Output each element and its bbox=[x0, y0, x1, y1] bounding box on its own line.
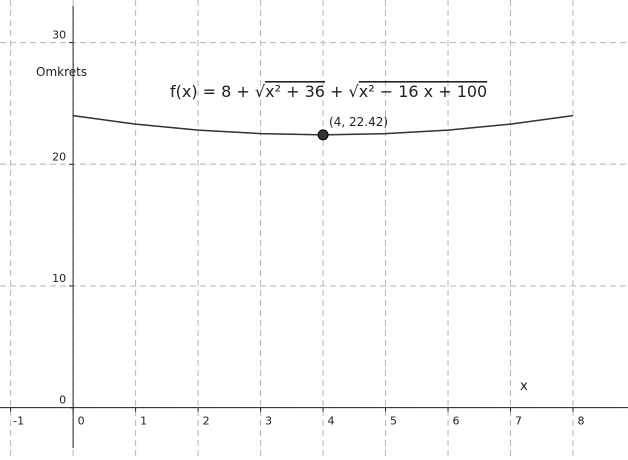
x-axis-label: x bbox=[520, 379, 528, 394]
x-tick-label: -1 bbox=[13, 415, 24, 428]
formula-part: f(x) = 8 + √ bbox=[170, 82, 266, 101]
x-tick-label: 6 bbox=[453, 415, 460, 428]
x-tick-label: 1 bbox=[140, 415, 147, 428]
formula-part: x² − 16 x + 100 bbox=[359, 82, 488, 101]
y-tick-label: 0 bbox=[59, 394, 66, 407]
x-tick-label: 4 bbox=[328, 415, 335, 428]
x-tick-label: 0 bbox=[78, 415, 85, 428]
axes bbox=[0, 6, 628, 448]
x-tick-label: 3 bbox=[265, 415, 272, 428]
x-tick-label: 7 bbox=[515, 415, 522, 428]
point-label: (4, 22.42) bbox=[329, 115, 388, 129]
y-axis-label: Omkrets bbox=[36, 65, 87, 79]
point bbox=[317, 129, 329, 141]
formula-part: + √ bbox=[325, 82, 360, 101]
y-tick-label: 10 bbox=[52, 272, 66, 285]
y-tick-label: 30 bbox=[52, 29, 66, 42]
y-tick-label: 20 bbox=[52, 150, 66, 163]
x-tick-label: 5 bbox=[390, 415, 397, 428]
x-tick-label: 2 bbox=[203, 415, 210, 428]
formula: f(x) = 8 + √x² + 36 + √x² − 16 x + 100 bbox=[170, 82, 487, 101]
x-tick-label: 8 bbox=[578, 415, 585, 428]
formula-part: x² + 36 bbox=[265, 82, 325, 101]
